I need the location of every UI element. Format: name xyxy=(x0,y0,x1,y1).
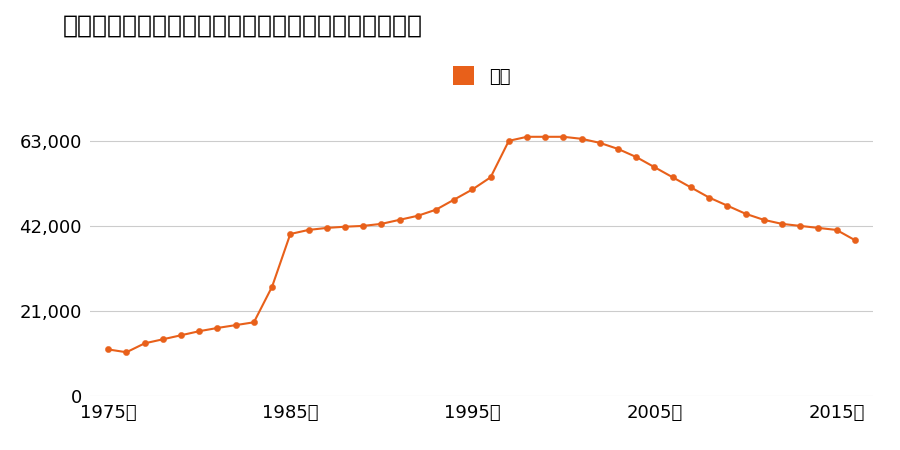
Legend: 価格: 価格 xyxy=(446,59,518,93)
Text: 新潟県村上市大字村上字番丁３２３５番１の地価推移: 新潟県村上市大字村上字番丁３２３５番１の地価推移 xyxy=(63,14,423,37)
